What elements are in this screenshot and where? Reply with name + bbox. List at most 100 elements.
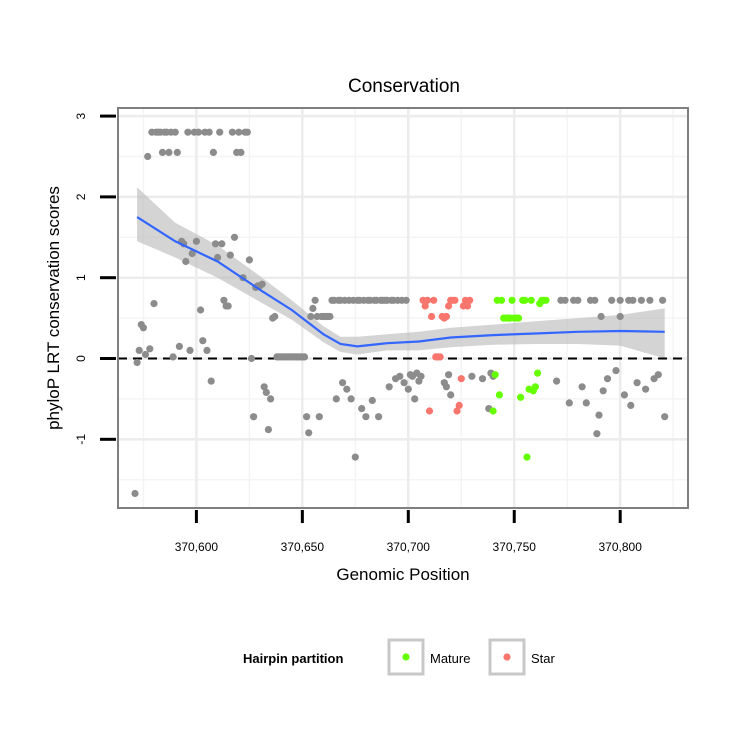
data-point-star xyxy=(428,312,436,321)
data-point-other xyxy=(207,377,215,385)
data-point-star xyxy=(436,353,444,361)
data-point-other xyxy=(309,304,317,312)
x-axis-label: Genomic Position xyxy=(336,565,469,584)
data-point-other xyxy=(303,413,311,421)
data-point-mature xyxy=(521,296,529,304)
data-point-other xyxy=(591,296,599,304)
data-point-other xyxy=(305,429,313,437)
data-point-other xyxy=(627,401,635,409)
legend-swatch-mature xyxy=(402,653,410,661)
data-point-star xyxy=(425,407,434,415)
data-point-mature xyxy=(514,314,523,322)
data-point-other xyxy=(402,296,410,304)
y-tick-label: 3 xyxy=(74,112,88,119)
data-point-other xyxy=(616,296,624,304)
data-point-other xyxy=(300,353,309,361)
data-point-other xyxy=(173,148,181,156)
data-point-mature xyxy=(508,296,516,304)
data-point-star xyxy=(423,296,431,304)
data-point-other xyxy=(211,240,220,248)
data-point-other xyxy=(411,395,419,403)
data-point-star xyxy=(445,302,453,310)
data-point-other xyxy=(267,395,275,403)
series-mature xyxy=(489,296,550,461)
data-point-other xyxy=(553,377,561,385)
data-point-other xyxy=(216,128,224,136)
legend-swatch-star xyxy=(503,653,511,661)
x-tick-label: 370,650 xyxy=(281,540,325,554)
data-point-other xyxy=(347,395,355,403)
data-point-other xyxy=(188,249,196,258)
data-point-other xyxy=(404,385,412,393)
data-point-other xyxy=(135,346,143,354)
data-point-other xyxy=(343,385,351,393)
data-point-other xyxy=(659,296,667,304)
data-point-other xyxy=(385,383,393,391)
data-point-other xyxy=(578,383,586,391)
y-tick-label: -1 xyxy=(74,434,88,445)
data-point-other xyxy=(326,312,334,321)
data-point-star xyxy=(455,401,463,409)
data-point-other xyxy=(175,342,183,350)
x-tick-label: 370,750 xyxy=(493,540,537,554)
data-point-other xyxy=(358,405,366,413)
x-tick-label: 370,700 xyxy=(387,540,431,554)
data-point-mature xyxy=(497,296,506,304)
data-point-star xyxy=(451,296,459,304)
data-point-star xyxy=(464,302,472,310)
data-point-other xyxy=(362,413,370,421)
data-point-other xyxy=(597,312,605,321)
x-tick-label: 370,600 xyxy=(175,540,219,554)
data-point-other xyxy=(593,430,601,438)
data-point-other xyxy=(186,346,194,354)
data-point-other xyxy=(247,354,256,363)
data-point-other xyxy=(203,346,211,354)
data-point-other xyxy=(400,379,408,387)
data-point-mature xyxy=(531,383,540,391)
y-axis-label: phyloP LRT conservation scores xyxy=(44,186,63,430)
data-point-other xyxy=(171,128,179,136)
data-point-other xyxy=(139,324,147,332)
data-point-other xyxy=(442,383,450,391)
data-point-other xyxy=(582,399,590,407)
data-point-other xyxy=(243,128,251,136)
data-point-other xyxy=(131,489,139,498)
data-point-star xyxy=(466,296,474,304)
data-point-other xyxy=(351,453,359,461)
data-point-other xyxy=(417,372,425,380)
panel-border xyxy=(117,107,689,509)
data-point-other xyxy=(197,306,205,314)
data-point-other xyxy=(169,353,177,361)
data-point-other xyxy=(561,296,569,304)
data-point-other xyxy=(574,296,582,304)
data-point-star xyxy=(430,296,438,304)
data-point-other xyxy=(445,371,453,379)
x-tick-label: 370,800 xyxy=(598,540,642,554)
data-point-other xyxy=(144,152,152,161)
data-point-other xyxy=(250,413,258,421)
legend-title: Hairpin partition xyxy=(243,651,343,666)
data-point-star xyxy=(442,312,450,321)
data-point-other xyxy=(150,300,158,308)
data-point-other xyxy=(146,345,154,353)
legend-label-mature: Mature xyxy=(430,651,470,666)
data-point-other xyxy=(133,358,141,367)
data-point-other xyxy=(224,302,232,310)
data-point-other xyxy=(396,372,404,380)
y-tick-label: 2 xyxy=(74,193,88,200)
data-point-mature xyxy=(542,296,550,304)
data-point-other xyxy=(264,426,272,434)
y-tick-label: 0 xyxy=(74,355,88,362)
data-point-mature xyxy=(495,391,503,399)
data-point-other xyxy=(209,148,217,156)
data-point-other xyxy=(620,391,629,399)
smooth-confidence-band xyxy=(137,187,665,359)
data-point-other xyxy=(214,253,222,262)
data-point-star xyxy=(421,302,429,310)
data-point-other xyxy=(447,391,455,399)
data-point-other xyxy=(307,312,315,321)
data-point-mature xyxy=(523,453,531,461)
data-point-other xyxy=(368,396,376,405)
legend-label-star: Star xyxy=(531,651,556,666)
